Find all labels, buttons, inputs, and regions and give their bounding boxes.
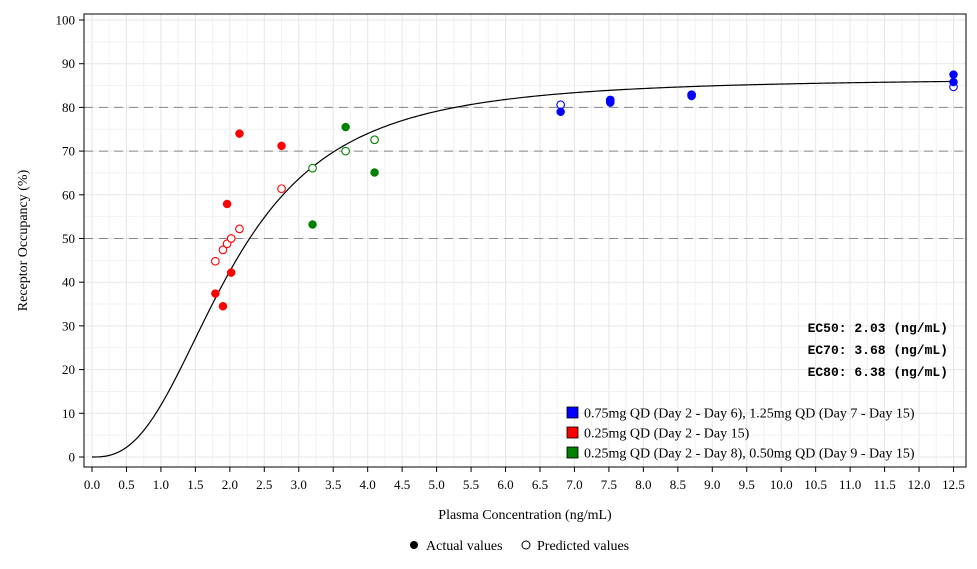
x-axis: 0.0 0.5 1.0 1.5 2.0 2.5 3.0 3.5 4.0 4.5 5.0 5.5 6.0 6… <box>84 467 965 492</box>
y-axis-label: Receptor Occupancy (%) <box>16 169 31 311</box>
x-axis-label: Plasma Concentration (ng/mL) <box>438 508 612 523</box>
y-tick-label: 50 <box>62 231 75 246</box>
predicted-point <box>341 146 350 156</box>
x-tick-label: 1.5 <box>187 477 203 492</box>
x-tick-label: 3.5 <box>325 477 341 492</box>
actual-point <box>308 220 317 229</box>
y-tick-label: 70 <box>62 144 75 159</box>
x-tick-label: 11.0 <box>839 477 861 492</box>
actual-point <box>235 129 244 138</box>
x-tick-label: 5.5 <box>463 477 479 492</box>
y-tick-label: 0 <box>69 450 76 465</box>
actual-marker-icon <box>410 541 418 549</box>
series-legend: 0.75mg QD (Day 2 - Day 6), 1.25mg QD (Da… <box>566 406 915 462</box>
y-tick-label: 100 <box>56 13 76 28</box>
x-tick-label: 5.0 <box>428 477 444 492</box>
legend-label: 0.75mg QD (Day 2 - Day 6), 1.25mg QD (Da… <box>584 407 915 422</box>
y-tick-label: 90 <box>62 56 75 71</box>
y-tick-label: 60 <box>62 187 75 202</box>
actual-point <box>370 168 379 177</box>
x-tick-label: 0.0 <box>84 477 100 492</box>
y-tick-label: 10 <box>62 406 75 421</box>
predicted-point <box>370 135 379 145</box>
actual-point <box>687 90 696 99</box>
model-curve <box>92 80 954 458</box>
actual-point <box>222 199 232 209</box>
predicted-point <box>211 256 220 266</box>
x-tick-label: 6.0 <box>497 477 513 492</box>
x-tick-label: 2.5 <box>256 477 272 492</box>
actual-values-label: Actual values <box>426 539 503 554</box>
x-tick-label: 11.5 <box>873 477 895 492</box>
y-tick-label: 80 <box>62 100 75 115</box>
grid <box>84 14 966 467</box>
predicted-point <box>556 100 566 110</box>
y-tick-label: 40 <box>62 275 75 290</box>
ec-annotation: EC70: 3.68 (ng/mL) <box>808 343 948 358</box>
predicted-point <box>308 163 317 173</box>
x-tick-label: 8.0 <box>635 477 651 492</box>
x-tick-label: 6.5 <box>532 477 548 492</box>
predicted-values-label: Predicted values <box>537 539 629 554</box>
x-tick-label: 4.0 <box>360 477 376 492</box>
x-tick-label: 7.5 <box>601 477 617 492</box>
legend-swatch <box>566 446 579 459</box>
x-tick-label: 2.0 <box>222 477 238 492</box>
x-tick-label: 1.0 <box>153 477 169 492</box>
y-tick-label: 30 <box>62 318 75 333</box>
data-points <box>211 70 958 311</box>
actual-point <box>277 141 286 151</box>
predicted-point <box>218 245 228 255</box>
actual-point <box>606 96 615 105</box>
predicted-point <box>235 224 244 234</box>
actual-point <box>556 107 565 117</box>
ec-annotation: EC80: 6.38 (ng/mL) <box>808 365 948 380</box>
ec-annotations: EC50: 2.03 (ng/mL) EC70: 3.68 (ng/mL) EC80… <box>808 321 948 380</box>
x-tick-label: 9.5 <box>739 477 755 492</box>
x-tick-label: 3.0 <box>291 477 307 492</box>
predicted-point <box>277 184 286 194</box>
legend-label: 0.25mg QD (Day 2 - Day 15) <box>584 427 750 442</box>
actual-point <box>218 301 228 311</box>
plot-area-frame <box>83 13 967 468</box>
x-tick-label: 8.5 <box>670 477 686 492</box>
x-tick-label: 9.0 <box>704 477 720 492</box>
legend-swatch <box>566 406 579 419</box>
x-tick-label: 4.5 <box>394 477 410 492</box>
reference-lines <box>84 106 966 239</box>
x-tick-label: 10.5 <box>804 477 827 492</box>
y-axis: 0 10 20 30 40 50 60 70 80 90 100 <box>56 13 84 465</box>
marker-legend: Actual values Predicted values <box>410 539 629 554</box>
actual-point <box>211 289 220 298</box>
x-tick-label: 12.0 <box>908 477 931 492</box>
ec-annotation: EC50: 2.03 (ng/mL) <box>808 321 948 336</box>
y-tick-label: 20 <box>62 362 75 377</box>
x-tick-label: 12.5 <box>942 477 965 492</box>
actual-point <box>949 70 958 79</box>
x-tick-label: 7.0 <box>566 477 582 492</box>
predicted-marker-icon <box>521 540 531 550</box>
actual-point <box>341 122 350 132</box>
predicted-point <box>226 234 236 243</box>
legend-label: 0.25mg QD (Day 2 - Day 8), 0.50mg QD (Da… <box>584 447 915 462</box>
actual-point <box>949 77 958 87</box>
actual-point <box>226 268 236 277</box>
legend-swatch <box>566 426 579 439</box>
x-tick-label: 0.5 <box>118 477 134 492</box>
x-tick-label: 10.0 <box>770 477 793 492</box>
